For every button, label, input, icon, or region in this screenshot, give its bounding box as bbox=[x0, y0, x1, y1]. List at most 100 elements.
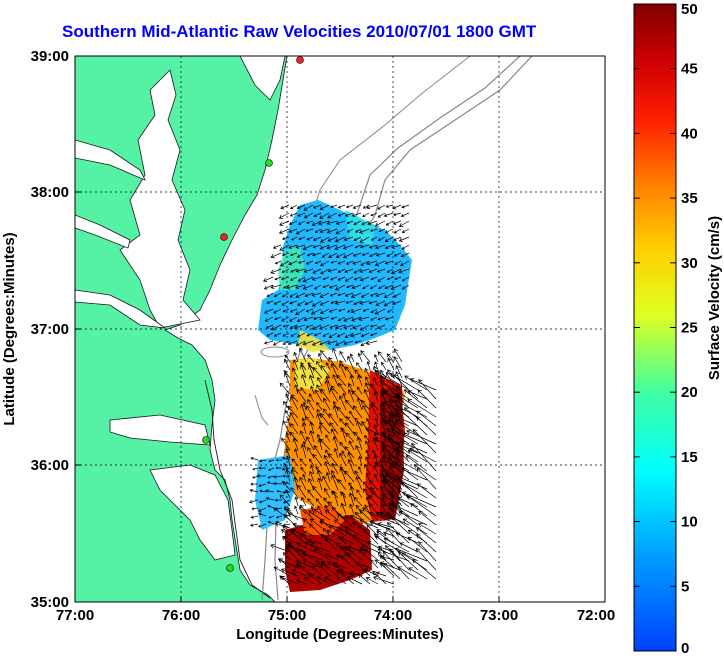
velocity-arrow bbox=[391, 494, 403, 507]
velocity-arrow bbox=[290, 204, 298, 209]
velocity-patch-yellow bbox=[298, 330, 330, 352]
velocity-arrow bbox=[334, 244, 346, 251]
velocity-arrow bbox=[304, 300, 314, 306]
velocity-arrow bbox=[352, 405, 363, 419]
station-marker-red bbox=[296, 56, 304, 64]
velocity-arrow bbox=[362, 204, 370, 209]
velocity-arrow bbox=[370, 491, 401, 517]
velocity-arrow bbox=[274, 498, 283, 502]
pamlico-sound bbox=[149, 464, 236, 561]
velocity-arrow bbox=[376, 370, 410, 391]
velocity-arrow bbox=[372, 377, 379, 387]
velocity-arrow bbox=[286, 417, 291, 427]
velocity-arrow bbox=[373, 464, 379, 475]
y-tick-label: 35:00 bbox=[31, 594, 69, 611]
velocity-arrow bbox=[285, 546, 299, 561]
velocity-arrow bbox=[351, 284, 362, 290]
velocity-arrow bbox=[311, 276, 322, 281]
velocity-arrow bbox=[266, 300, 274, 304]
velocity-arrow bbox=[337, 513, 355, 529]
velocity-arrow bbox=[352, 252, 362, 257]
velocity-arrow bbox=[416, 483, 437, 499]
velocity-arrow bbox=[295, 579, 307, 585]
velocity-arrow bbox=[322, 475, 331, 491]
velocity-arrow bbox=[324, 536, 339, 553]
velocity-arrow bbox=[310, 308, 322, 315]
velocity-arrow bbox=[336, 332, 346, 338]
velocity-arrow bbox=[315, 498, 323, 507]
velocity-arrow bbox=[326, 529, 339, 537]
velocity-arrow bbox=[289, 545, 307, 561]
velocity-arrow bbox=[250, 456, 259, 461]
velocity-arrow bbox=[360, 260, 370, 266]
velocity-arrow bbox=[362, 308, 370, 312]
velocity-arrow bbox=[332, 490, 339, 507]
velocity-arrow bbox=[379, 555, 395, 569]
velocity-arrow bbox=[398, 511, 428, 526]
velocity-arrow bbox=[270, 252, 282, 259]
velocity-arrow bbox=[368, 244, 378, 249]
velocity-arrow bbox=[334, 340, 346, 347]
velocity-arrow bbox=[281, 480, 291, 485]
velocity-arrow bbox=[383, 537, 410, 553]
velocity-arrow bbox=[349, 485, 355, 499]
velocity-arrow bbox=[372, 570, 387, 585]
velocity-arrow bbox=[362, 404, 371, 419]
velocity-arrow bbox=[322, 527, 331, 537]
station-marker-green bbox=[202, 436, 210, 444]
velocity-arrow bbox=[397, 551, 419, 571]
velocity-arrow bbox=[386, 512, 410, 535]
velocity-arrow bbox=[347, 458, 355, 475]
velocity-arrow bbox=[409, 447, 437, 463]
velocity-arrow bbox=[268, 467, 275, 471]
velocity-arrow bbox=[318, 425, 323, 435]
velocity-arrow bbox=[367, 220, 378, 226]
velocity-arrow bbox=[337, 478, 347, 491]
velocity-arrow bbox=[316, 408, 323, 419]
velocity-arrow bbox=[303, 212, 314, 219]
velocity-arrow bbox=[356, 386, 363, 395]
velocity-arrow bbox=[280, 568, 299, 577]
velocity-arrow bbox=[329, 387, 339, 403]
velocity-arrow bbox=[380, 369, 387, 379]
velocity-arrow bbox=[386, 353, 395, 363]
velocity-arrow bbox=[375, 252, 386, 257]
velocity-arrow bbox=[249, 488, 259, 493]
velocity-arrow bbox=[323, 397, 331, 411]
velocity-arrow bbox=[279, 382, 291, 395]
velocity-arrow bbox=[273, 475, 283, 479]
velocity-arrow bbox=[317, 576, 331, 585]
velocity-arrow bbox=[309, 421, 315, 435]
velocity-arrow bbox=[350, 332, 362, 338]
velocity-arrow bbox=[312, 236, 322, 241]
velocity-arrow bbox=[327, 268, 338, 273]
velocity-arrow bbox=[370, 332, 378, 337]
velocity-arrow bbox=[288, 244, 298, 249]
velocity-arrow bbox=[365, 449, 371, 459]
velocity-arrow bbox=[345, 204, 354, 209]
velocity-arrow bbox=[392, 300, 402, 306]
velocity-arrow bbox=[401, 441, 428, 454]
velocity-arrow bbox=[396, 442, 419, 454]
velocity-arrow bbox=[300, 364, 307, 379]
velocity-arrow bbox=[393, 228, 402, 234]
velocity-arrow bbox=[394, 399, 428, 418]
velocity-arrow bbox=[274, 507, 283, 511]
velocity-arrow bbox=[296, 542, 315, 553]
velocity-arrow bbox=[352, 204, 362, 209]
velocity-arrow bbox=[306, 220, 314, 224]
velocity-arrow bbox=[401, 244, 410, 250]
velocity-arrow bbox=[317, 505, 323, 515]
velocity-arrow bbox=[295, 228, 306, 235]
velocity-arrow bbox=[418, 510, 437, 526]
velocity-arrow bbox=[350, 514, 363, 521]
velocity-arrow bbox=[319, 340, 330, 346]
x-tick-label: 77:00 bbox=[56, 607, 94, 624]
velocity-arrow bbox=[311, 565, 323, 577]
velocity-arrow bbox=[295, 292, 306, 299]
velocity-arrow bbox=[298, 236, 306, 241]
velocity-arrow bbox=[360, 332, 370, 338]
velocity-arrow bbox=[373, 423, 379, 435]
velocity-arrow bbox=[368, 503, 379, 515]
velocity-arrow bbox=[416, 533, 437, 553]
